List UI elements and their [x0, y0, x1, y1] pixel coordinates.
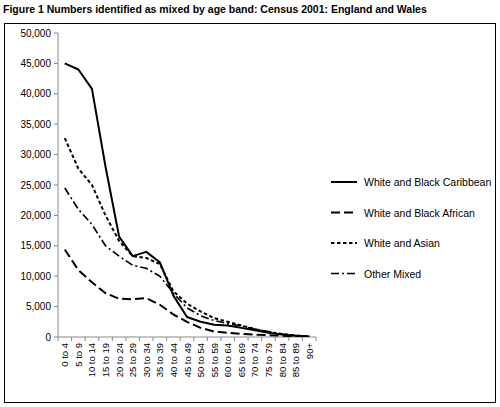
x-tick: [234, 337, 235, 341]
x-tick: [153, 337, 154, 341]
x-tick-label: 75 to 79: [263, 343, 274, 377]
y-tick: [54, 33, 58, 34]
x-tick-label: 35 to 39: [154, 343, 165, 377]
x-tick: [180, 337, 181, 341]
y-tick: [54, 245, 58, 246]
y-tick-label: 45,000: [20, 58, 51, 69]
y-tick: [54, 154, 58, 155]
y-tick-label: 35,000: [20, 119, 51, 130]
y-tick: [54, 337, 58, 338]
x-tick: [275, 337, 276, 341]
series-line: [65, 249, 309, 336]
legend-swatch: [331, 242, 357, 244]
series-line: [65, 63, 309, 336]
x-tick-label: 85 to 89: [290, 343, 301, 377]
y-tick: [54, 306, 58, 307]
x-tick: [220, 337, 221, 341]
y-tick-label: 5,000: [26, 301, 51, 312]
x-tick-label: 10 to 14: [86, 343, 97, 377]
x-tick: [112, 337, 113, 341]
x-tick-label: 50 to 54: [195, 343, 206, 377]
x-tick: [316, 337, 317, 341]
y-tick-label: 15,000: [20, 240, 51, 251]
x-tick-label: 65 to 69: [236, 343, 247, 377]
y-tick: [54, 63, 58, 64]
chart-frame: [5, 24, 496, 403]
x-tick-label: 60 to 64: [222, 343, 233, 377]
x-tick-label: 15 to 19: [100, 343, 111, 377]
legend-swatch: [331, 212, 357, 214]
x-tick: [98, 337, 99, 341]
y-axis: [58, 33, 59, 337]
x-tick-label: 70 to 74: [249, 343, 260, 377]
y-tick: [54, 93, 58, 94]
title: Figure 1 Numbers identified as mixed by …: [3, 3, 427, 15]
x-tick: [302, 337, 303, 341]
y-tick-label: 25,000: [20, 180, 51, 191]
x-tick-label: 55 to 59: [209, 343, 220, 377]
x-tick: [58, 337, 59, 341]
x-tick-label: 30 to 34: [141, 343, 152, 377]
legend-swatch: [331, 273, 357, 275]
y-tick-label: 30,000: [20, 149, 51, 160]
y-tick: [54, 215, 58, 216]
x-tick: [193, 337, 194, 341]
y-tick-label: 40,000: [20, 88, 51, 99]
y-tick-label: 10,000: [20, 271, 51, 282]
x-tick-label: 20 to 24: [114, 343, 125, 377]
plot-area: [65, 63, 309, 336]
legend-label: White and Asian: [364, 237, 440, 249]
x-tick: [85, 337, 86, 341]
x-tick-label: 45 to 49: [182, 343, 193, 377]
x-tick: [288, 337, 289, 341]
x-tick-label: 90+: [304, 343, 315, 360]
x-tick: [71, 337, 72, 341]
legend-swatch: [331, 181, 357, 183]
x-tick-label: 5 to 9: [73, 343, 84, 367]
x-tick: [248, 337, 249, 341]
x-axis: [58, 337, 316, 338]
y-tick-label: 20,000: [20, 210, 51, 221]
x-tick-label: 40 to 44: [168, 343, 179, 377]
series-line: [65, 188, 309, 336]
x-tick: [139, 337, 140, 341]
x-tick: [166, 337, 167, 341]
x-tick: [125, 337, 126, 341]
y-tick: [54, 276, 58, 277]
legend-label: Other Mixed: [364, 268, 421, 280]
y-tick: [54, 124, 58, 125]
x-tick-label: 80 to 84: [277, 343, 288, 377]
x-tick: [207, 337, 208, 341]
x-tick: [261, 337, 262, 341]
x-tick-label: 25 to 29: [127, 343, 138, 377]
y-tick-label: 0: [45, 332, 51, 343]
legend-label: White and Black Caribbean: [364, 176, 491, 188]
chart: Figure 1 Numbers identified as mixed by …: [0, 0, 500, 407]
series-line: [65, 138, 309, 336]
y-tick-label: 50,000: [20, 28, 51, 39]
legend-label: White and Black African: [364, 207, 475, 219]
y-tick: [54, 185, 58, 186]
x-tick-label: 0 to 4: [59, 343, 70, 367]
